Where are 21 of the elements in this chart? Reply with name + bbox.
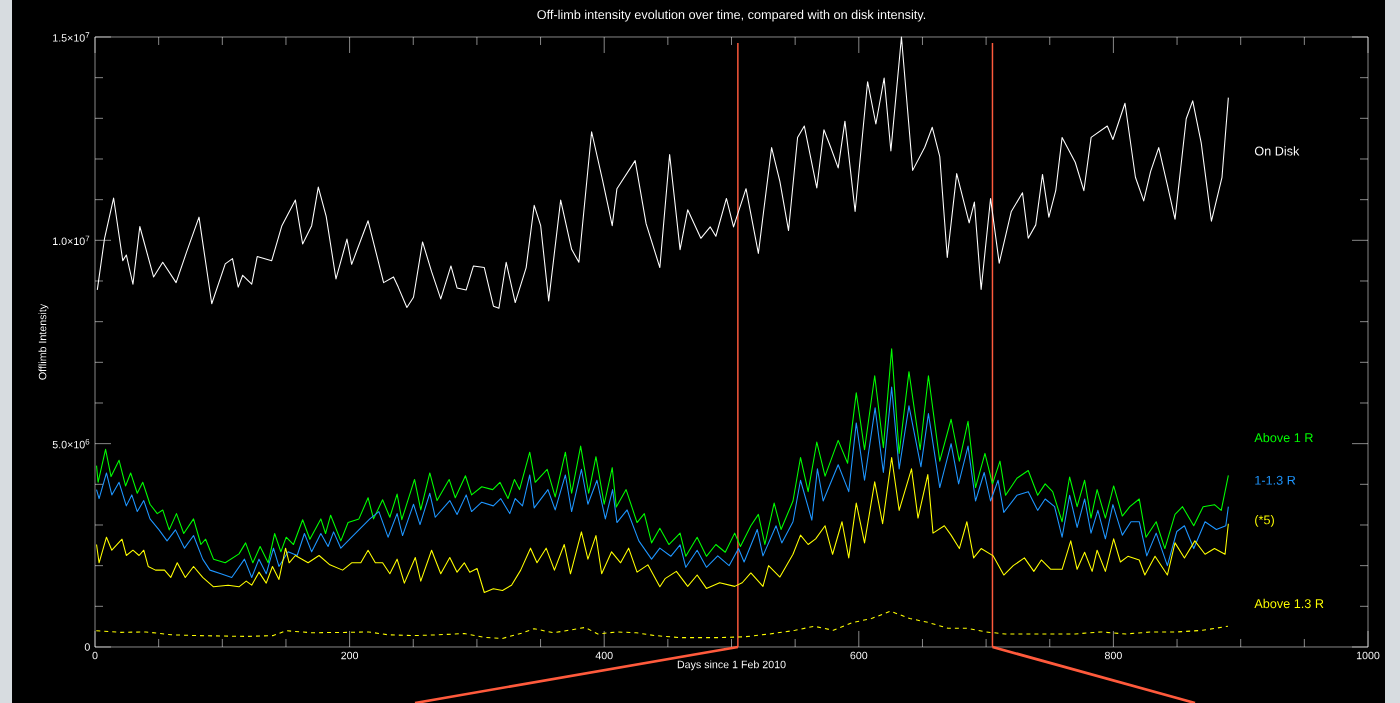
text: 1-1.3 R bbox=[1255, 475, 1296, 485]
text: Above 1.3 R bbox=[1254, 598, 1324, 609]
x-tick-label: 600 bbox=[850, 651, 868, 660]
x-axis-title: Days since 1 Feb 2010 bbox=[677, 660, 786, 671]
y-tick-label: 1.5×10$^{7}$ bbox=[53, 32, 90, 42]
y-tick-label: 5.0×10$^{6}$ bbox=[52, 438, 90, 449]
y-axis-title: Offlimb Intensity bbox=[38, 303, 49, 380]
x-tick-label: 400 bbox=[595, 651, 613, 660]
line-series bbox=[96, 456, 1229, 594]
chart-title: Off-limb intensity evolution over time, compared with on disk intensity. bbox=[537, 9, 926, 22]
line-series bbox=[96, 348, 1229, 564]
text: On Disk bbox=[1254, 146, 1300, 156]
x-tick-label: 200 bbox=[341, 651, 359, 660]
text: Above 1 R bbox=[1254, 432, 1313, 443]
x-tick-label: 800 bbox=[1104, 651, 1122, 660]
y-tick-label: 1.0×10$^{7}$ bbox=[53, 235, 90, 246]
x-tick-label: 1000 bbox=[1356, 651, 1380, 660]
line-series bbox=[96, 386, 1229, 578]
text: (*5) bbox=[1255, 515, 1274, 527]
x-tick-label: 0 bbox=[92, 651, 98, 660]
y-tick-label: 0 bbox=[84, 643, 90, 651]
